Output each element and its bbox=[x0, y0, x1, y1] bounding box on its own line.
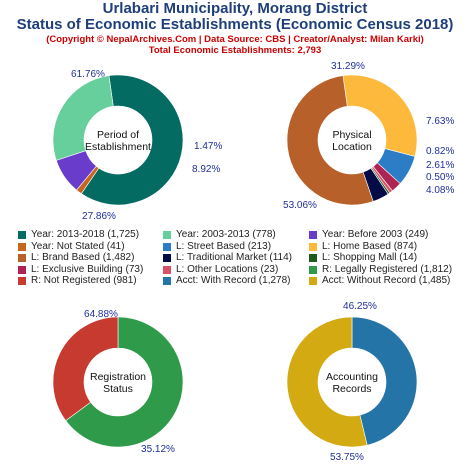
legend-swatch bbox=[163, 277, 171, 286]
center-label: Registration bbox=[90, 371, 146, 383]
legend-label: L: Exclusive Building (73) bbox=[31, 263, 144, 275]
pct-label-l-home-based: 31.29% bbox=[331, 61, 365, 72]
legend-swatch bbox=[163, 254, 171, 263]
legend-swatch bbox=[309, 231, 317, 239]
legend-swatch bbox=[309, 265, 317, 274]
center-label: Records bbox=[332, 383, 371, 395]
legend-label: L: Other Locations (23) bbox=[176, 263, 279, 275]
legend-label: R: Not Registered (981) bbox=[31, 275, 137, 287]
pct-label-year-2003-2013: 27.86% bbox=[82, 211, 116, 222]
copyright-note: (Copyright © NepalArchives.Com | Data So… bbox=[46, 34, 424, 45]
legend-label: L: Street Based (213) bbox=[176, 240, 272, 252]
legend-item: L: Shopping Mall (14) bbox=[309, 252, 417, 264]
legend-item: L: Home Based (874) bbox=[309, 241, 417, 253]
center-label: Establishment bbox=[85, 141, 151, 153]
center-label: Period of bbox=[97, 129, 139, 141]
legend-label: L: Traditional Market (114) bbox=[176, 252, 292, 264]
pct-label-acct-without-record: 53.75% bbox=[330, 452, 364, 463]
legend-item: R: Legally Registered (1,812) bbox=[309, 264, 452, 276]
legend-swatch bbox=[309, 242, 317, 251]
donut-hole bbox=[318, 106, 386, 174]
center-label: Status bbox=[103, 383, 133, 395]
legend-label: Acct: Without Record (1,485) bbox=[322, 275, 451, 287]
legend-item: R: Not Registered (981) bbox=[18, 275, 137, 287]
legend-swatch bbox=[163, 265, 171, 274]
legend-label: L: Shopping Mall (14) bbox=[322, 252, 418, 264]
pct-label-l-shopping-mall: 0.50% bbox=[426, 172, 454, 183]
legend-item: Year: Before 2003 (249) bbox=[309, 229, 428, 241]
legend-swatch bbox=[163, 242, 171, 251]
legend-swatch bbox=[18, 254, 26, 263]
legend-item: Acct: Without Record (1,485) bbox=[309, 275, 450, 287]
pct-label-r-legally-registered: 64.88% bbox=[84, 309, 118, 320]
pct-label-r-not-registered: 35.12% bbox=[141, 444, 175, 455]
chart-title: Urlabari Municipality, Morang District bbox=[102, 0, 368, 17]
pct-label-year-before-2003: 8.92% bbox=[192, 164, 220, 175]
donut-chart-2: 31.29% 7.63% 2.61% 0.82% 0.50% 4.08% 53.06% Phy… bbox=[283, 61, 454, 211]
pct-label-l-traditional-market: 4.08% bbox=[426, 185, 454, 196]
pct-label-l-brand-based: 53.06% bbox=[283, 200, 317, 211]
legend-swatch bbox=[18, 277, 26, 286]
pct-label-year-not-stated: 1.47% bbox=[194, 141, 222, 152]
legend-label: R: Legally Registered (1,812) bbox=[322, 263, 453, 275]
chart-subtitle: Status of Economic Establishments (Econo… bbox=[16, 16, 454, 33]
legend-label: Year: Before 2003 (249) bbox=[322, 229, 429, 240]
pct-label-acct-with-record: 46.25% bbox=[343, 301, 377, 312]
center-label: Physical bbox=[332, 129, 371, 141]
donut-chart-1: 61.76% 1.47% 8.92% 27.86% Period ofEstablish… bbox=[52, 69, 222, 222]
center-label: Location bbox=[332, 141, 372, 153]
pct-label-l-other-locations: 0.82% bbox=[426, 146, 454, 157]
legend-swatch bbox=[309, 254, 317, 263]
legend-item: L: Street Based (213) bbox=[163, 241, 271, 253]
donut-hole bbox=[318, 348, 386, 416]
legend-swatch bbox=[18, 265, 26, 274]
legend-item: Acct: With Record (1,278) bbox=[163, 275, 290, 287]
total-establishments: Total Economic Establishments: 2,793 bbox=[148, 45, 322, 56]
donut-hole bbox=[84, 348, 152, 416]
legend-label: L: Home Based (874) bbox=[322, 240, 418, 252]
slice-year-2013-2018 bbox=[80, 74, 184, 206]
legend-item: Year: 2013-2018 (1,725) bbox=[18, 229, 139, 241]
legend-swatch bbox=[309, 277, 317, 286]
pct-label-l-exclusive-building: 2.61% bbox=[426, 160, 454, 171]
legend-label: L: Brand Based (1,482) bbox=[31, 252, 135, 264]
legend-label: Year: 2003-2013 (778) bbox=[176, 229, 276, 240]
pct-label-l-street-based: 7.63% bbox=[426, 116, 454, 127]
legend-label: Acct: With Record (1,278) bbox=[176, 275, 291, 287]
legend-label: Year: Not Stated (41) bbox=[31, 240, 125, 252]
donut-hole bbox=[84, 106, 152, 174]
legend-swatch bbox=[163, 231, 171, 239]
legend-item: L: Other Locations (23) bbox=[163, 264, 278, 276]
pct-label-year-2013-2018: 61.76% bbox=[71, 69, 105, 80]
legend-item: L: Brand Based (1,482) bbox=[18, 252, 134, 264]
legend-item: Year: Not Stated (41) bbox=[18, 241, 125, 253]
chart-header: Urlabari Municipality, Morang District S… bbox=[0, 0, 470, 57]
legend-item: Year: 2003-2013 (778) bbox=[163, 229, 276, 241]
center-label: Accounting bbox=[326, 371, 378, 383]
legend-item: L: Traditional Market (114) bbox=[163, 252, 292, 264]
legend-label: Year: 2013-2018 (1,725) bbox=[31, 229, 140, 240]
legend-swatch bbox=[18, 242, 26, 251]
legend-swatch bbox=[18, 231, 26, 239]
legend-item: L: Exclusive Building (73) bbox=[18, 264, 143, 276]
